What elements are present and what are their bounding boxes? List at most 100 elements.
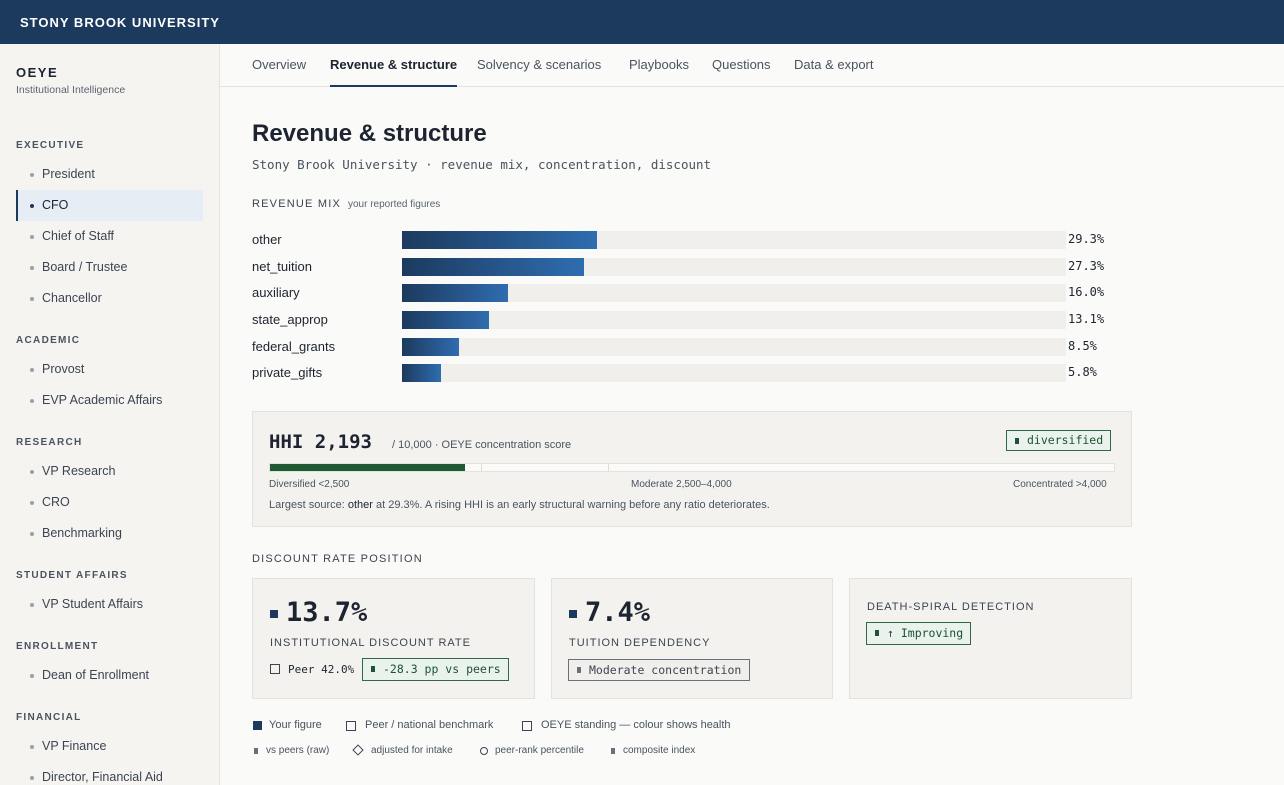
hhi-status-badge: diversified: [1006, 430, 1112, 451]
peer-discount-rate: Peer 42.0%: [288, 663, 355, 676]
hhi-note: Largest source: other at 29.3%. A rising…: [269, 499, 770, 511]
sidebar-item-provost[interactable]: Provost: [16, 354, 203, 385]
nav-section-student-affairs: STUDENT AFFAIRS: [16, 570, 128, 581]
sidebar-item-director-financial-aid[interactable]: Director, Financial Aid: [16, 762, 203, 785]
revenue-share-value: 29.3%: [1068, 232, 1105, 246]
sidebar-item-board-trustee[interactable]: Board / Trustee: [16, 252, 203, 283]
nav-section-financial: FINANCIAL: [16, 712, 82, 723]
revenue-share-value: 16.0%: [1068, 285, 1105, 299]
hhi-label-diversified: Diversified <2,500: [269, 479, 350, 490]
hhi-label-moderate: Moderate 2,500–4,000: [631, 479, 732, 490]
peer-benchmark-marker-icon: [270, 664, 280, 674]
revenue-source-name: private_gifts: [252, 365, 323, 380]
sidebar-item-vp-finance[interactable]: VP Finance: [16, 731, 203, 762]
tab-solvency-scenarios[interactable]: Solvency & scenarios: [477, 57, 602, 72]
tab-data-export[interactable]: Data & export: [794, 57, 874, 72]
legend-peer-benchmark: Peer / national benchmark: [365, 719, 494, 731]
app-name: OEYE: [16, 65, 59, 80]
sidebar-item-vp-research[interactable]: VP Research: [16, 456, 203, 487]
revenue-source-name: auxiliary: [252, 285, 300, 300]
nav-section-enrollment: ENROLLMENT: [16, 641, 99, 652]
sidebar-item-president[interactable]: President: [16, 159, 203, 190]
revenue-share-value: 8.5%: [1068, 339, 1097, 353]
sidebar-item-cro[interactable]: CRO: [16, 487, 203, 518]
revenue-row: net_tuition 27.3%: [252, 257, 1112, 277]
sidebar-item-cfo[interactable]: CFO: [16, 190, 203, 221]
tab-revenue-structure[interactable]: Revenue & structure: [330, 57, 458, 87]
revenue-share-value: 5.8%: [1068, 365, 1097, 379]
standing-legend-icon: [522, 721, 532, 731]
hhi-scale-bar: [269, 463, 1115, 472]
bullet-icon: [30, 501, 34, 505]
nav-section-academic: ACADEMIC: [16, 335, 81, 346]
your-figure-marker-icon: [569, 610, 577, 618]
revenue-bar-track: [402, 311, 1066, 329]
revenue-bar-track: [402, 364, 1066, 382]
hhi-fill: [270, 464, 465, 471]
bullet-icon: [30, 470, 34, 474]
sidebar-item-benchmarking[interactable]: Benchmarking: [16, 518, 203, 549]
discount-section-label: DISCOUNT RATE POSITION: [252, 553, 423, 565]
tuition-dependency-value: 7.4%: [585, 597, 651, 628]
brand-title: STONY BROOK UNIVERSITY: [20, 15, 220, 30]
revenue-bar: [402, 364, 441, 382]
hhi-value: HHI 2,193: [269, 431, 372, 453]
hhi-label-concentrated: Concentrated >4,000: [1013, 479, 1107, 490]
diamond-legend-icon: [352, 744, 364, 756]
revenue-bar: [402, 284, 509, 302]
revenue-bar: [402, 231, 597, 249]
bullet-icon: [30, 532, 34, 536]
peer-gap-badge: -28.3 pp vs peers: [362, 658, 509, 681]
your-figure-marker-icon: [270, 610, 278, 618]
revenue-mix-label: REVENUE MIX: [252, 198, 341, 210]
bullet-icon: [30, 745, 34, 749]
tab-questions[interactable]: Questions: [712, 57, 771, 72]
revenue-source-name: federal_grants: [252, 339, 336, 354]
legend-vs-peers: vs peers (raw): [266, 745, 330, 756]
peer-benchmark-legend-icon: [346, 721, 356, 731]
revenue-row: other 29.3%: [252, 230, 1112, 250]
concentration-badge: Moderate concentration: [568, 659, 751, 681]
discount-rate-label: INSTITUTIONAL DISCOUNT RATE: [270, 637, 471, 649]
sidebar-item-evp-academic-affairs[interactable]: EVP Academic Affairs: [16, 385, 203, 416]
bullet-icon: [30, 204, 34, 208]
bullet-icon: [30, 776, 34, 780]
revenue-bar-track: [402, 338, 1066, 356]
status-marker-icon: [875, 630, 879, 636]
sidebar-item-chief-of-staff[interactable]: Chief of Staff: [16, 221, 203, 252]
revenue-row: auxiliary 16.0%: [252, 283, 1112, 303]
revenue-bar: [402, 311, 490, 329]
revenue-row: state_approp 13.1%: [252, 310, 1112, 330]
tab-bar: Overview Revenue & structure Solvency & …: [220, 44, 1284, 87]
discount-rate-card: 13.7% INSTITUTIONAL DISCOUNT RATE Peer 4…: [252, 578, 535, 699]
legend-standing: OEYE standing — colour shows health: [541, 719, 731, 731]
revenue-row: private_gifts 5.8%: [252, 363, 1112, 383]
bullet-icon: [30, 297, 34, 301]
revenue-share-value: 27.3%: [1068, 259, 1105, 273]
bullet-icon: [30, 368, 34, 372]
page-subtitle: Stony Brook University · revenue mix, co…: [252, 157, 712, 172]
revenue-bar-track: [402, 284, 1066, 302]
revenue-bar-track: [402, 231, 1066, 249]
tab-overview[interactable]: Overview: [252, 57, 307, 72]
legend-your-figure: Your figure: [269, 719, 322, 731]
bullet-icon: [30, 266, 34, 270]
hhi-threshold-tick: [608, 464, 609, 471]
legend-composite: composite index: [623, 745, 696, 756]
bullet-icon: [30, 674, 34, 678]
bullet-icon: [30, 173, 34, 177]
nav-section-executive: EXECUTIVE: [16, 140, 85, 151]
bullet-icon: [30, 399, 34, 403]
raw-comparison-legend-icon: [254, 748, 258, 754]
sidebar-item-dean-of-enrollment[interactable]: Dean of Enrollment: [16, 660, 203, 691]
nav-section-research: RESEARCH: [16, 437, 83, 448]
revenue-bar: [402, 338, 459, 356]
tuition-dependency-card: 7.4% TUITION DEPENDENCY Moderate concent…: [551, 578, 833, 699]
sidebar: OEYE Institutional Intelligence EXECUTIV…: [0, 44, 220, 785]
circle-legend-icon: [480, 747, 488, 755]
top-bar: STONY BROOK UNIVERSITY: [0, 0, 1284, 44]
composite-legend-icon: [611, 748, 615, 754]
sidebar-item-chancellor[interactable]: Chancellor: [16, 283, 203, 314]
sidebar-item-vp-student-affairs[interactable]: VP Student Affairs: [16, 589, 203, 620]
tab-playbooks[interactable]: Playbooks: [629, 57, 689, 72]
